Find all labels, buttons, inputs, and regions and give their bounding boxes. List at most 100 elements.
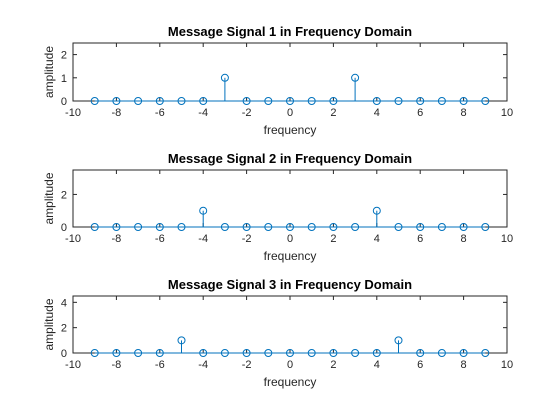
y-tick-label: 0 <box>61 96 67 108</box>
stem-marker <box>372 97 381 105</box>
y-tick-label: 2 <box>61 189 67 201</box>
x-tick-label: -8 <box>112 233 122 245</box>
x-tick-label: -8 <box>112 107 122 119</box>
stem-marker <box>307 97 316 105</box>
x-tick-label: -6 <box>155 107 165 119</box>
stem-marker <box>177 336 186 345</box>
stem-marker <box>372 349 381 357</box>
y-tick-label: 1 <box>61 73 67 85</box>
x-tick-label: -2 <box>242 107 252 119</box>
stem-marker <box>90 349 99 357</box>
x-tick-label: 2 <box>330 359 336 371</box>
y-tick-label: 2 <box>61 50 67 62</box>
stem-marker <box>459 349 468 357</box>
stem-marker <box>416 223 425 231</box>
stem-marker <box>199 97 208 105</box>
stem-marker <box>220 349 229 357</box>
x-tick-label: -4 <box>198 107 208 119</box>
x-tick-label: -6 <box>155 233 165 245</box>
x-tick-label: 2 <box>330 107 336 119</box>
stem-marker <box>199 349 208 357</box>
stem-marker <box>329 97 338 105</box>
stem-marker <box>134 223 143 231</box>
stem-marker <box>437 97 446 105</box>
x-tick-label: 0 <box>287 233 293 245</box>
stem-marker <box>459 223 468 231</box>
stem-marker <box>155 223 164 231</box>
stem-marker <box>220 223 229 231</box>
chart-title: Message Signal 2 in Frequency Domain <box>168 151 412 166</box>
stem-marker <box>351 73 360 82</box>
stem-marker <box>416 97 425 105</box>
x-tick-label: -4 <box>198 359 208 371</box>
y-axis-label: amplitude <box>42 298 56 350</box>
x-tick-label: -10 <box>65 107 81 119</box>
stem-marker <box>134 97 143 105</box>
y-tick-label: 0 <box>61 348 67 360</box>
x-tick-label: 4 <box>374 107 380 119</box>
stem-marker <box>177 97 186 105</box>
x-tick-label: -2 <box>242 233 252 245</box>
x-axis-label: frequency <box>264 375 317 389</box>
x-tick-label: -10 <box>65 359 81 371</box>
x-tick-label: 4 <box>374 233 380 245</box>
x-tick-label: 10 <box>501 233 513 245</box>
stem-marker <box>177 223 186 231</box>
chart-1: Message Signal 1 in Frequency Domain -10 -… <box>42 24 513 137</box>
stem-marker <box>394 336 403 345</box>
stem-marker <box>155 349 164 357</box>
stem-marker <box>286 223 294 231</box>
stem-marker <box>242 223 251 231</box>
stem-marker <box>286 97 294 105</box>
x-tick-label: 2 <box>330 233 336 245</box>
x-tick-label: 6 <box>417 233 423 245</box>
y-tick-label: 0 <box>61 222 67 234</box>
stem-marker <box>372 206 381 215</box>
stem-marker <box>329 349 338 357</box>
chart-3: Message Signal 3 in Frequency Domain -10 -… <box>42 277 513 389</box>
stem-marker <box>134 349 143 357</box>
stem-marker <box>264 97 273 105</box>
stem-marker <box>481 349 490 357</box>
x-tick-label: 6 <box>417 359 423 371</box>
stem-marker <box>307 223 316 231</box>
stem-marker <box>307 349 316 357</box>
x-tick-label: 10 <box>501 107 513 119</box>
stem-marker <box>112 223 121 231</box>
stem-marker <box>112 349 121 357</box>
x-axis-label: frequency <box>264 123 317 137</box>
stem-marker <box>329 223 338 231</box>
x-tick-label: 10 <box>501 359 513 371</box>
stem-marker <box>220 73 229 82</box>
x-axis-label: frequency <box>264 249 317 263</box>
plot-area <box>72 169 508 228</box>
stem-marker <box>112 97 121 105</box>
stem-marker <box>242 97 251 105</box>
x-tick-label: -10 <box>65 233 81 245</box>
stem-marker <box>242 349 251 357</box>
stem-marker <box>481 97 490 105</box>
y-tick-label: 4 <box>61 297 67 309</box>
x-tick-label: 4 <box>374 359 380 371</box>
stem-marker <box>437 349 446 357</box>
stem-marker <box>394 223 403 231</box>
stem-marker <box>394 97 403 105</box>
plot-area <box>72 295 508 354</box>
x-tick-label: -6 <box>155 359 165 371</box>
y-axis-label: amplitude <box>42 172 56 224</box>
x-tick-label: -8 <box>112 359 122 371</box>
x-tick-label: 8 <box>461 233 467 245</box>
y-axis-label: amplitude <box>42 46 56 98</box>
stem-marker <box>286 349 294 357</box>
stem-marker <box>351 223 360 231</box>
x-tick-label: -2 <box>242 359 252 371</box>
stem-marker <box>90 223 99 231</box>
plot-area <box>72 42 508 102</box>
chart-title: Message Signal 1 in Frequency Domain <box>168 24 412 39</box>
stem-marker <box>90 97 99 105</box>
x-tick-label: 8 <box>461 107 467 119</box>
stem-marker <box>155 97 164 105</box>
chart-title: Message Signal 3 in Frequency Domain <box>168 277 412 292</box>
stem-marker <box>459 97 468 105</box>
